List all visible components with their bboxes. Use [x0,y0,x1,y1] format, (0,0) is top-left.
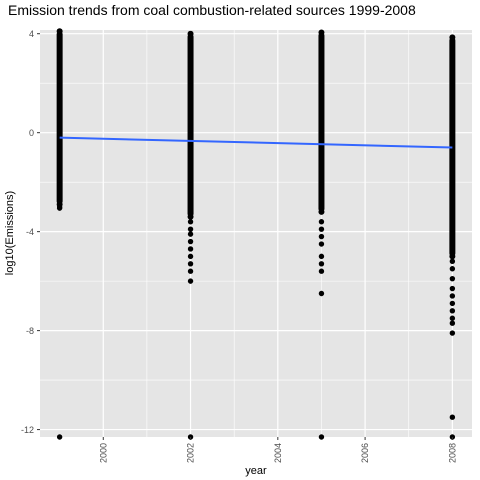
data-point [318,233,325,240]
data-point [318,241,325,247]
data-point [318,219,325,225]
x-tick-label: 2008 [447,443,457,463]
data-point [449,414,456,420]
data-point [449,315,456,321]
plot-panel [40,30,472,437]
data-point [318,253,325,260]
y-axis: 4 0 -4 -8 -12 [21,29,40,435]
data-point [187,213,194,220]
data-point [449,320,456,326]
x-axis-label: year [245,465,267,477]
data-points [56,28,456,440]
x-tick-label: 2006 [360,443,370,463]
data-point [318,208,325,215]
data-point [56,205,63,211]
y-tick-label: 0 [29,128,34,138]
data-point [187,226,194,232]
data-point [187,261,194,267]
data-point [318,290,325,297]
data-point [56,28,63,35]
data-point [187,219,194,225]
data-point [449,330,456,336]
trend-line [59,136,453,149]
y-tick-label: 4 [29,29,34,39]
x-tick-label: 2002 [186,443,196,463]
data-point [318,434,325,440]
data-point [318,29,325,36]
data-point [187,278,194,284]
data-point [449,293,456,299]
data-point [318,261,325,267]
data-point [449,258,456,265]
data-point [449,285,456,292]
point-column [187,33,194,217]
data-point [449,300,456,307]
data-point [187,30,194,37]
data-point [187,268,194,274]
data-point [187,238,194,245]
point-column [318,32,325,212]
data-point [187,231,194,237]
data-point [449,266,456,272]
x-tick-label: 2000 [98,443,108,463]
y-tick-label: -12 [21,425,34,435]
data-point [318,268,325,274]
y-tick-label: -8 [26,326,34,336]
data-point [56,434,63,440]
data-point [187,253,194,260]
y-tick-label: -4 [26,227,34,237]
data-point [449,275,456,282]
chart-title: Emission trends from coal combustion-rel… [8,2,416,18]
data-point [449,308,456,314]
data-point [187,246,194,252]
y-axis-label: log10(Emissions) [4,191,16,275]
data-point [449,253,456,260]
data-point [449,34,456,41]
point-column [56,31,63,205]
x-tick-label: 2004 [273,443,283,463]
x-axis: 2000 2002 2004 2006 2008 [98,437,457,463]
data-point [318,226,325,232]
